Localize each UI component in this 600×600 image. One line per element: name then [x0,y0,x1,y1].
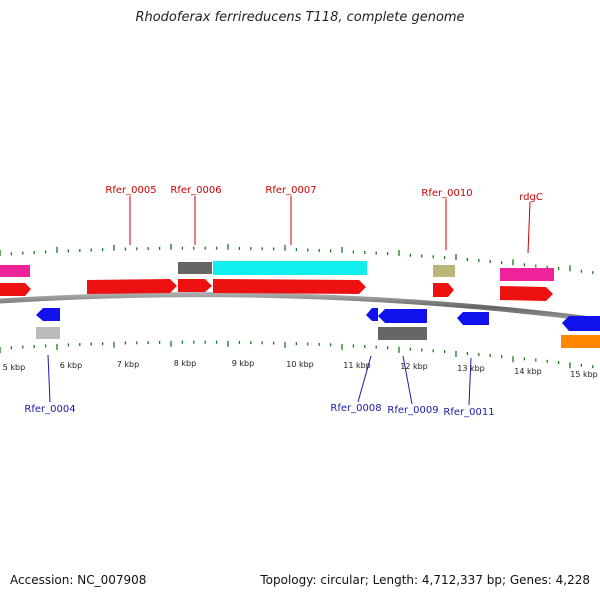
label-rfer-0007: Rfer_0007 [265,185,316,196]
label-rfer-0006: Rfer_0006 [170,185,221,196]
leader-rfer-0009 [402,355,413,405]
label-rdgc: rdgC [519,192,543,203]
kbp-label-14: 14 kbp [514,367,542,376]
gene-rfer-0004-lightgray[interactable] [36,327,60,339]
gene-rfer-0005-arrow[interactable] [87,279,177,294]
gene-rfer-0004-arrow[interactable] [36,308,60,321]
gene-rfer-0007-arrow[interactable] [213,279,366,294]
topology-text: Topology: circular; Length: 4,712,337 bp… [260,573,590,587]
kbp-label-5: 5 kbp [3,363,25,372]
kbp-label-6: 6 kbp [60,361,82,370]
accession-text: Accession: NC_007908 [10,573,147,587]
kbp-label-13: 13 kbp [457,364,485,373]
leader-rfer-0008 [357,355,372,403]
kbp-label-10: 10 kbp [286,360,314,369]
bottom-tick-row [0,340,594,369]
kbp-label-8: 8 kbp [174,359,196,368]
label-rfer-0011: Rfer_0011 [443,407,494,418]
kbp-label-9: 9 kbp [232,359,254,368]
top-tick-row [0,243,594,275]
gene-orange-right[interactable] [561,335,600,348]
gene-blue-right-arrow[interactable] [562,316,600,331]
gene-rfer-0009-gray[interactable] [378,327,427,340]
leader-rfer-0004 [47,354,51,403]
gene-rdgc-arrow[interactable] [500,286,553,301]
gene-rfer-0006-arrow[interactable] [178,279,212,292]
gene-rfer-0009-arrow[interactable] [378,309,427,323]
gene-rfer-0008-arrow[interactable] [366,308,378,321]
kbp-label-11: 11 kbp [343,361,371,370]
leader-rfer-0011 [468,357,472,406]
label-rfer-0009: Rfer_0009 [387,405,438,416]
gene-pink-left[interactable] [0,265,30,277]
kbp-label-15: 15 kbp [570,370,598,379]
gene-rdgc-pink[interactable] [500,268,554,281]
label-rfer-0005: Rfer_0005 [105,185,156,196]
gene-rfer-0007-cyan[interactable] [213,261,367,275]
label-rfer-0008: Rfer_0008 [330,403,381,414]
genome-backbone [0,292,600,323]
gene-rfer-0010-olive[interactable] [433,265,455,277]
map-title: Rhodoferax ferrireducens T118, complete … [135,10,465,25]
label-rfer-0004: Rfer_0004 [24,404,75,415]
kbp-label-12: 12 kbp [400,362,428,371]
gene-rfer-0011-arrow[interactable] [457,312,489,325]
gene-rfer-0006-gray[interactable] [178,262,212,274]
leader-rdgc [527,201,531,254]
gene-red-left-arrow[interactable] [0,283,31,296]
label-rfer-0010: Rfer_0010 [421,188,472,199]
kbp-label-7: 7 kbp [117,360,139,369]
gene-rfer-0010-arrow[interactable] [433,283,454,297]
